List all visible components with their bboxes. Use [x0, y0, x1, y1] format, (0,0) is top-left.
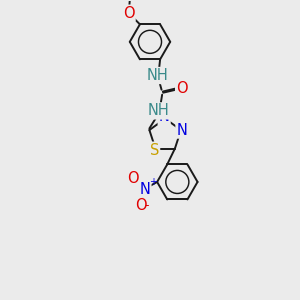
Text: O: O: [127, 171, 139, 186]
Text: N: N: [176, 122, 188, 137]
Text: S: S: [150, 143, 159, 158]
Text: O: O: [123, 6, 135, 21]
Text: N: N: [159, 110, 170, 124]
Text: NH: NH: [146, 68, 168, 83]
Text: O: O: [176, 81, 188, 96]
Text: +: +: [149, 177, 158, 187]
Text: O: O: [135, 198, 147, 213]
Text: NH: NH: [147, 103, 169, 118]
Text: -: -: [145, 199, 149, 212]
Text: N: N: [140, 182, 150, 196]
